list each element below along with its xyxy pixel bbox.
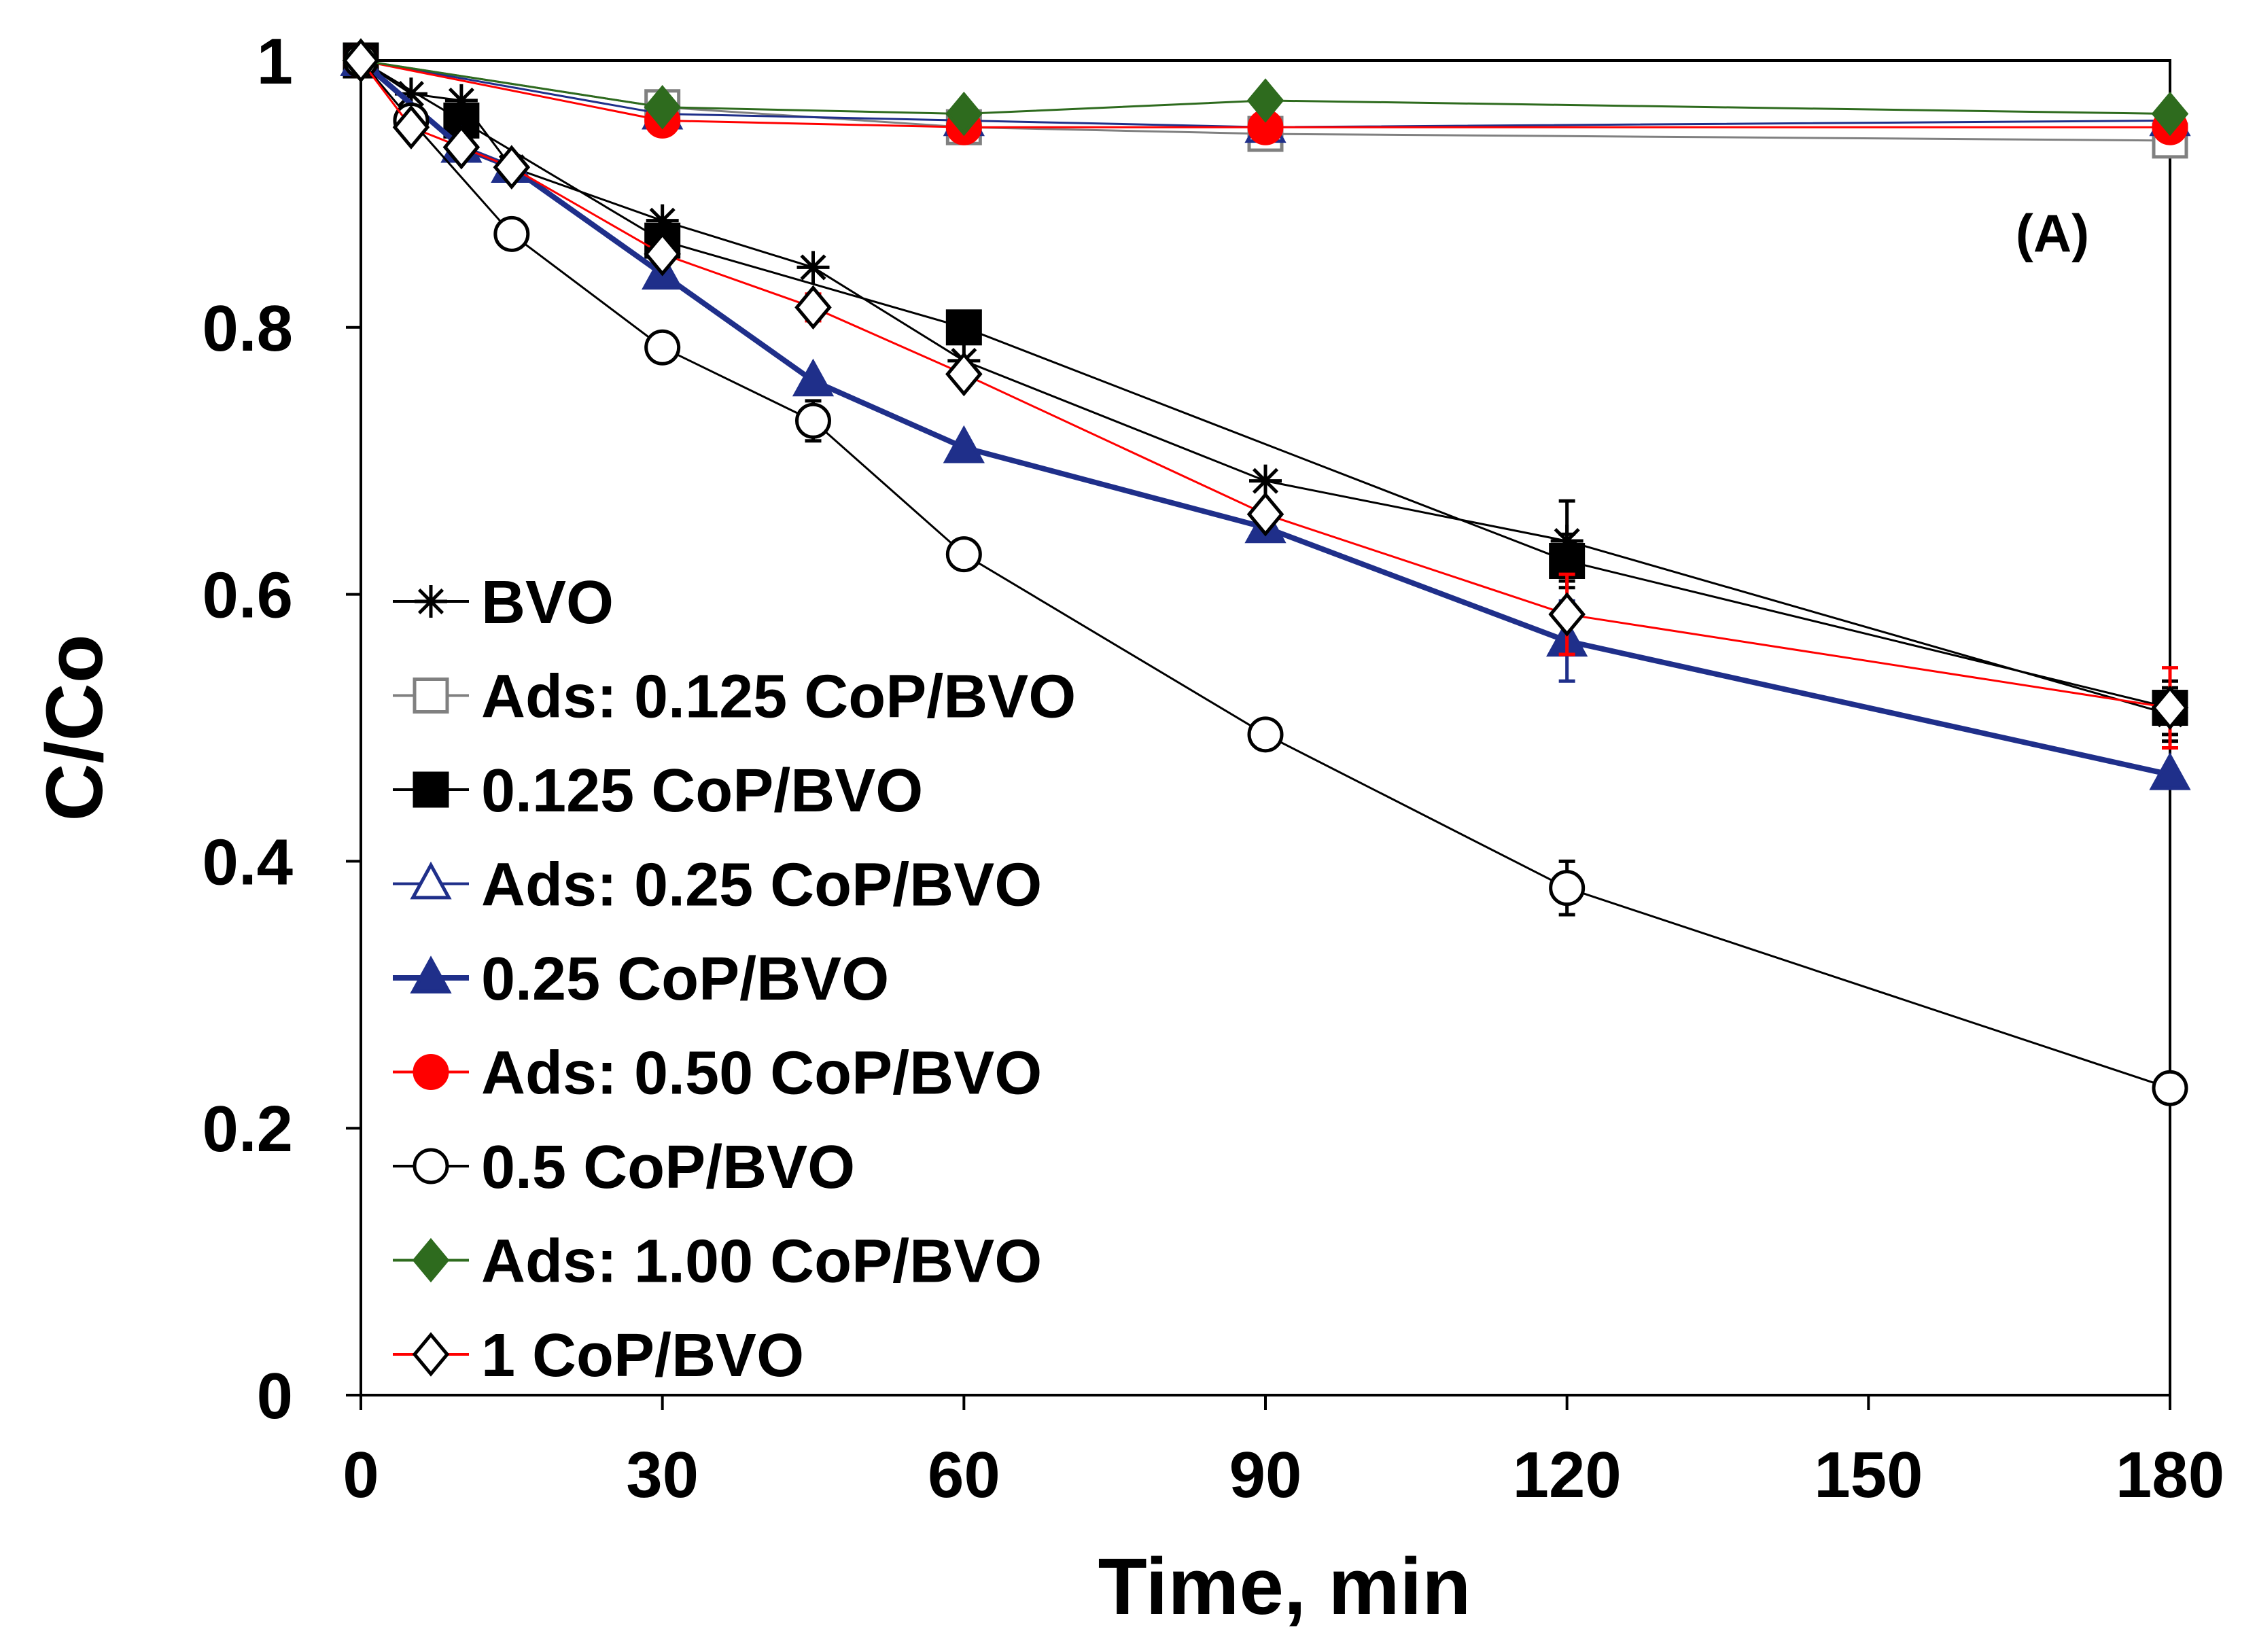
data-point <box>945 536 982 573</box>
legend-marker <box>410 955 452 994</box>
data-point <box>1548 592 1586 637</box>
series-line <box>360 60 2171 709</box>
data-point <box>644 85 681 130</box>
legend-item-6: Ads: 0.50 CoP/BVO <box>393 1040 1042 1108</box>
y-tick-label: 0.4 <box>203 826 293 898</box>
data-point <box>1549 870 1586 907</box>
series-9 <box>342 38 2189 750</box>
data-point <box>794 285 832 330</box>
annotation-label: (A) <box>2016 203 2089 263</box>
legend-marker <box>412 1332 450 1377</box>
data-point <box>945 351 983 397</box>
y-tick-label: 0.6 <box>203 559 293 632</box>
legend-label: BVO <box>481 569 614 637</box>
legend-marker <box>413 678 449 714</box>
legend-label: 0.125 CoP/BVO <box>481 757 923 825</box>
data-point <box>493 145 531 190</box>
data-point <box>394 77 427 111</box>
data-point <box>442 124 480 170</box>
legend-item-8: Ads: 1.00 CoP/BVO <box>393 1228 1042 1296</box>
y-axis-title: C/Co <box>30 634 120 821</box>
legend-marker <box>413 1148 449 1184</box>
legend-marker <box>415 585 447 618</box>
data-point <box>1549 543 1586 579</box>
x-tick-label: 150 <box>1814 1439 1923 1511</box>
legend-marker <box>413 1054 449 1090</box>
legend-marker <box>412 1237 450 1283</box>
data-point <box>797 251 830 284</box>
x-tick-label: 30 <box>626 1439 699 1511</box>
legend-label: 0.25 CoP/BVO <box>481 945 889 1013</box>
legend-label: 1 CoP/BVO <box>481 1322 804 1390</box>
legend-item-7: 0.5 CoP/BVO <box>393 1133 855 1201</box>
axis-ticks: 0 30 60 90 120 150 180 0 0.2 0.4 0.6 0.8 1 <box>203 25 2225 1511</box>
x-tick-label: 90 <box>1229 1439 1302 1511</box>
data-point <box>392 105 430 150</box>
legend-label: Ads: 0.25 CoP/BVO <box>481 851 1042 919</box>
data-point <box>2151 91 2189 137</box>
legend-label: Ads: 0.50 CoP/BVO <box>481 1040 1042 1108</box>
legend-item-2: Ads: 0.125 CoP/BVO <box>393 663 1076 731</box>
legend-marker <box>413 771 449 808</box>
legend-marker <box>410 861 452 900</box>
x-axis-title: Time, min <box>1098 1542 1471 1632</box>
legend-label: 0.5 CoP/BVO <box>481 1133 855 1201</box>
legend: BVO Ads: 0.125 CoP/BVO 0.125 CoP/BVO Ads: 0… <box>393 569 1076 1390</box>
data-point <box>2149 752 2191 790</box>
legend-item-4: Ads: 0.25 CoP/BVO <box>393 851 1042 919</box>
y-tick-label: 1 <box>257 25 293 98</box>
data-point <box>1247 716 1284 753</box>
legend-item-1: BVO <box>393 569 614 637</box>
x-tick-label: 0 <box>343 1439 379 1511</box>
data-point <box>945 309 982 346</box>
y-tick-label: 0 <box>257 1360 293 1433</box>
data-point <box>444 84 478 117</box>
legend-item-9: 1 CoP/BVO <box>393 1322 804 1390</box>
x-tick-label: 120 <box>1513 1439 1622 1511</box>
data-point <box>2151 685 2189 731</box>
data-point <box>646 204 679 237</box>
legend-label: Ads: 1.00 CoP/BVO <box>481 1228 1042 1296</box>
series-layer <box>340 38 2191 1106</box>
x-tick-label: 180 <box>2116 1439 2224 1511</box>
x-tick-label: 60 <box>928 1439 1000 1511</box>
data-point <box>493 215 530 252</box>
data-point <box>795 402 831 439</box>
data-point <box>1246 78 1284 123</box>
data-point <box>943 425 985 463</box>
y-tick-label: 0.8 <box>203 292 293 365</box>
data-point <box>792 358 835 397</box>
y-tick-label: 0.2 <box>203 1093 293 1165</box>
legend-item-3: 0.125 CoP/BVO <box>393 757 923 825</box>
data-point <box>2152 1070 2188 1106</box>
data-point <box>342 38 380 83</box>
data-point <box>945 91 983 137</box>
data-point <box>1246 492 1284 537</box>
series-line <box>360 59 2171 716</box>
data-point <box>644 329 681 366</box>
data-point <box>1249 464 1282 497</box>
legend-label: Ads: 0.125 CoP/BVO <box>481 663 1076 731</box>
data-point <box>644 232 681 277</box>
legend-item-5: 0.25 CoP/BVO <box>393 945 889 1013</box>
